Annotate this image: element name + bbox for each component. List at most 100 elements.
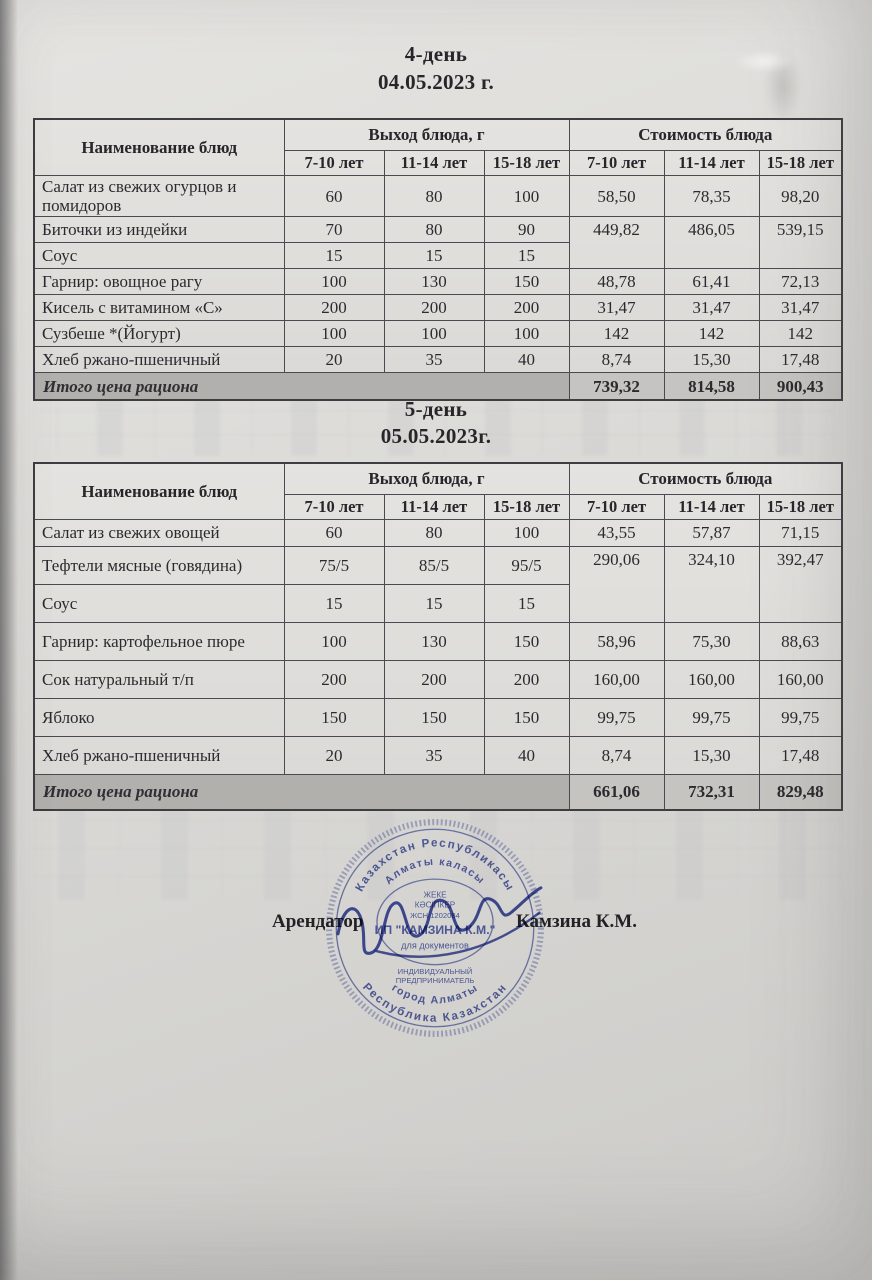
cell-cost: 75,30 xyxy=(663,622,760,661)
stamp-text-zhsn: ЖСН 1202084 xyxy=(410,911,461,920)
cell-total-cost: 661,06 xyxy=(568,774,665,811)
dish-row: Тефтели мясные (говядина) 75/5 85/5 95/5 290… xyxy=(33,546,843,623)
cell-weight: 60 xyxy=(283,519,385,547)
cell-weight: 150 xyxy=(383,698,485,737)
cell-weight: 95/5 xyxy=(483,546,570,585)
dish-row: Гарнир: картофельное пюре 100 130 150 58,96 7… xyxy=(33,622,843,661)
dish-row: Соус 15 15 15 xyxy=(33,584,842,623)
cell-weight: 150 xyxy=(283,698,385,737)
cell-dish-name: Салат из свежих овощей xyxy=(33,519,285,547)
cell-cost: 8,74 xyxy=(568,736,665,775)
cell-cost: 88,63 xyxy=(758,622,843,661)
header-age-col: 11-14 лет xyxy=(663,494,760,520)
cell-weight: 90 xyxy=(483,216,570,244)
cell-weight: 200 xyxy=(483,660,570,699)
cell-weight: 100 xyxy=(283,622,385,661)
cell-cost: 15,30 xyxy=(663,346,760,374)
cell-cost: 449,82 xyxy=(568,216,665,270)
cell-weight: 200 xyxy=(283,660,385,699)
header-row-ages: 7-10 лет 11-14 лет 15-18 лет 7-10 лет 11… xyxy=(34,150,843,176)
cell-cost: 539,15 xyxy=(758,216,843,270)
dish-row: Яблоко 150 150 150 99,75 99,75 99,75 xyxy=(33,698,843,737)
header-age-col: 11-14 лет xyxy=(383,494,485,520)
cell-cost: 392,47 xyxy=(758,546,843,623)
header-age-col: 7-10 лет xyxy=(568,494,665,520)
cell-weight: 100 xyxy=(283,268,385,296)
dish-row: Хлеб ржано-пшеничный 20 35 40 8,74 15,30 17,48 xyxy=(33,736,843,775)
day4-title: 4-день xyxy=(404,42,468,66)
dish-row: Биточки из индейки 70 80 90 449,82 486,05 539,… xyxy=(33,216,843,270)
cell-weight: 150 xyxy=(483,268,570,296)
cell-weight: 100 xyxy=(483,320,570,348)
cell-cost: 142 xyxy=(568,320,665,348)
cell-weight: 150 xyxy=(483,622,570,661)
cell-cost: 324,10 xyxy=(663,546,760,623)
cell-weight: 200 xyxy=(283,294,385,322)
dish-row: Салат из свежих овощей 60 80 100 43,55 57,87 7… xyxy=(33,519,843,547)
cell-cost: 78,35 xyxy=(663,174,760,218)
cell-dish-name: Соус xyxy=(33,584,285,623)
cell-cost: 31,47 xyxy=(663,294,760,322)
cell-cost: 160,00 xyxy=(663,660,760,699)
total-row: Итого цена рациона 661,06 732,31 829,48 xyxy=(33,774,843,811)
cell-cost: 15,30 xyxy=(663,736,760,775)
header-age-col: 7-10 лет xyxy=(283,150,385,176)
cell-cost: 61,41 xyxy=(663,268,760,296)
cell-cost: 99,75 xyxy=(758,698,843,737)
cell-weight: 200 xyxy=(383,294,485,322)
header-age-col: 15-18 лет xyxy=(483,150,570,176)
total-row-label: Итого цена рациона xyxy=(33,372,570,401)
cell-dish-name: Сузбеше *(Йогурт) xyxy=(33,320,285,348)
cell-cost: 99,75 xyxy=(568,698,665,737)
cell-cost: 48,78 xyxy=(568,268,665,296)
day5-date: 05.05.2023г. xyxy=(380,424,492,448)
cell-weight: 70 xyxy=(283,216,385,244)
cell-cost: 160,00 xyxy=(568,660,665,699)
cell-weight: 100 xyxy=(283,320,385,348)
total-row: Итого цена рациона 739,32 814,58 900,43 xyxy=(33,372,843,401)
stamp-text-kasipker: КӘСІПКЕР xyxy=(415,901,455,910)
dish-row: Сок натуральный т/п 200 200 200 160,00 160,00… xyxy=(33,660,843,699)
stamp-text-inner-bottom: город Алматы xyxy=(390,982,481,1007)
cell-total-cost: 732,31 xyxy=(663,774,760,811)
scan-edge-shadow xyxy=(0,0,18,1280)
stamp-text-entrepreneur: ПРЕДПРИНИМАТЕЛЬ xyxy=(396,976,474,985)
header-row-ages: 7-10 лет 11-14 лет 15-18 лет 7-10 лет 11… xyxy=(34,494,843,520)
cell-weight: 80 xyxy=(383,216,485,244)
stamp-text-for-documents: для документов xyxy=(401,940,469,950)
cell-dish-name: Гарнир: картофельное пюре xyxy=(33,622,285,661)
cell-dish-name: Соус xyxy=(33,242,285,270)
cell-weight: 15 xyxy=(383,242,485,270)
cell-cost: 486,05 xyxy=(663,216,760,270)
header-age-col: 11-14 лет xyxy=(383,150,485,176)
cell-weight: 15 xyxy=(283,242,385,270)
cell-dish-name: Хлеб ржано-пшеничный xyxy=(33,736,285,775)
stamp-ornament-ring xyxy=(326,819,544,1037)
cell-weight: 100 xyxy=(383,320,485,348)
cell-weight: 40 xyxy=(483,346,570,374)
cell-weight: 75/5 xyxy=(283,546,385,585)
cell-cost: 58,96 xyxy=(568,622,665,661)
cell-cost: 72,13 xyxy=(758,268,843,296)
cell-cost: 290,06 xyxy=(568,546,665,623)
dish-row: Соус 15 15 15 xyxy=(33,242,842,270)
cell-cost: 58,50 xyxy=(568,174,665,218)
day4-date: 04.05.2023 г. xyxy=(377,70,495,94)
menu-table-day5: Наименование блюд Выход блюда, г Стоимос… xyxy=(33,462,844,811)
cell-weight: 15 xyxy=(483,584,570,623)
stamp-center-ellipse xyxy=(376,878,494,966)
signer-name: Камзина К.М. xyxy=(516,911,637,932)
cell-cost: 142 xyxy=(663,320,760,348)
cell-cost: 99,75 xyxy=(663,698,760,737)
cell-cost: 43,55 xyxy=(568,519,665,547)
cell-cost: 71,15 xyxy=(758,519,843,547)
cell-weight: 80 xyxy=(383,519,485,547)
cell-weight: 150 xyxy=(483,698,570,737)
day5-title: 5-день xyxy=(404,397,468,421)
header-row-groups: Наименование блюд Выход блюда, г Стоимос… xyxy=(33,118,843,176)
cell-weight: 20 xyxy=(283,736,385,775)
menu-table-day4: Наименование блюд Выход блюда, г Стоимос… xyxy=(33,118,844,402)
stamp-text-zheke: ЖЕКЕ xyxy=(423,890,447,899)
cell-weight: 15 xyxy=(483,242,570,270)
